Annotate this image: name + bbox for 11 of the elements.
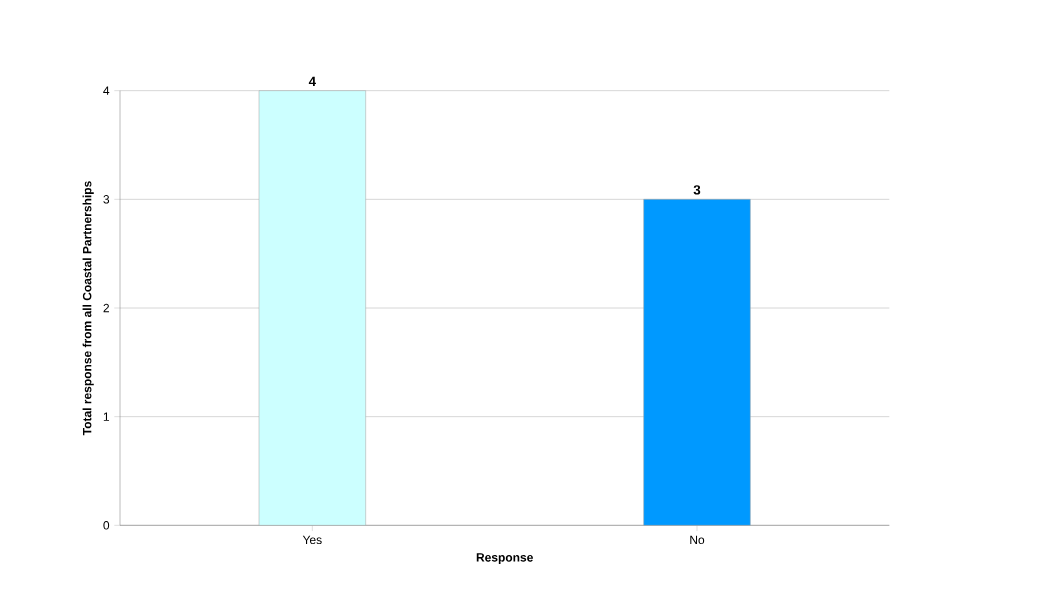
x-axis-title: Response <box>476 553 533 565</box>
x-tick-label: Yes <box>302 535 322 545</box>
y-axis-title: Total response from all Coastal Partnerships <box>82 181 94 436</box>
data-label: 4 <box>308 76 316 86</box>
y-tick-label: 4 <box>103 86 110 95</box>
y-tick-label: 3 <box>103 195 110 204</box>
x-tick-label: No <box>690 535 705 545</box>
data-label: 3 <box>693 185 701 195</box>
y-tick-label: 0 <box>103 521 110 530</box>
y-tick-label: 2 <box>103 303 109 313</box>
y-tick-label: 1 <box>103 412 110 421</box>
